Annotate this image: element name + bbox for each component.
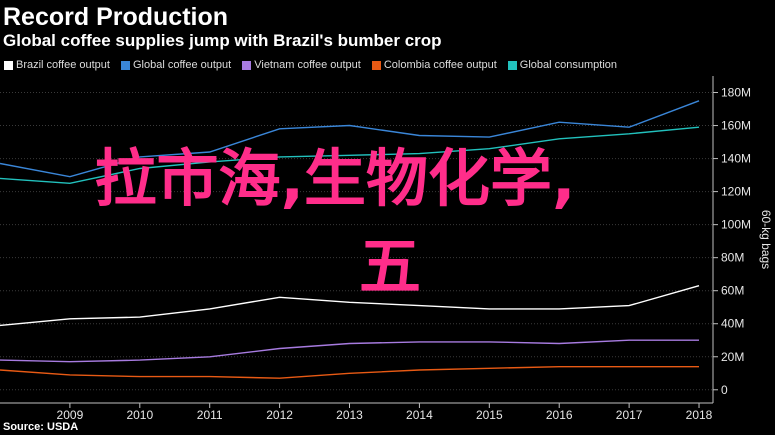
y-tick-label: 160M — [721, 119, 751, 133]
series-line — [0, 366, 699, 379]
legend-label: Global coffee output — [132, 59, 232, 71]
legend-label: Vietnam coffee output — [254, 59, 361, 71]
legend-item: Global coffee output — [120, 59, 232, 71]
legend-swatch — [120, 60, 130, 70]
legend-item: Vietnam coffee output — [242, 59, 361, 71]
legend-item: Colombia coffee output — [371, 59, 497, 71]
legend-swatch — [242, 60, 252, 70]
legend-swatch — [507, 60, 517, 70]
y-tick-label: 120M — [721, 185, 751, 199]
x-tick-label: 2017 — [616, 408, 643, 422]
legend-label: Brazil coffee output — [16, 59, 110, 71]
series-line — [0, 339, 699, 363]
series-line — [0, 100, 700, 178]
y-tick-label: 60M — [721, 284, 744, 298]
y-axis-title: 60-kg bags — [759, 210, 773, 269]
x-tick-label: 2013 — [336, 408, 363, 422]
y-tick-label: 100M — [721, 218, 751, 232]
y-tick-label: 180M — [721, 86, 751, 100]
legend-label: Global consumption — [519, 59, 618, 71]
x-tick-label: 2011 — [197, 408, 223, 422]
chart-legend: Brazil coffee output Global coffee output… — [4, 57, 617, 73]
chart-subtitle: Global coffee supplies jump with Brazil'… — [3, 31, 442, 50]
x-tick-label: 2012 — [266, 408, 293, 422]
y-tick-label: 140M — [721, 152, 751, 166]
x-tick-label: 2016 — [546, 408, 573, 422]
legend-item: Brazil coffee output — [4, 59, 110, 71]
y-tick-label: 20M — [721, 350, 744, 364]
series-line — [0, 285, 700, 327]
y-tick-label: 0 — [721, 383, 728, 397]
series-line — [0, 126, 700, 185]
source-note: Source: USDA — [3, 421, 79, 433]
legend-swatch — [4, 60, 13, 70]
legend-label: Colombia coffee output — [383, 59, 497, 71]
x-tick-label: 2015 — [476, 408, 503, 422]
x-tick-label: 2018 — [686, 408, 713, 422]
x-tick-label: 2009 — [57, 408, 84, 422]
legend-item: Global consumption — [507, 59, 618, 71]
y-tick-label: 80M — [721, 251, 744, 265]
x-tick-label: 2010 — [126, 408, 153, 422]
x-tick-label: 2014 — [406, 408, 433, 422]
chart-title: Record Production — [3, 3, 229, 31]
y-tick-label: 40M — [721, 317, 744, 331]
legend-swatch — [371, 60, 381, 70]
